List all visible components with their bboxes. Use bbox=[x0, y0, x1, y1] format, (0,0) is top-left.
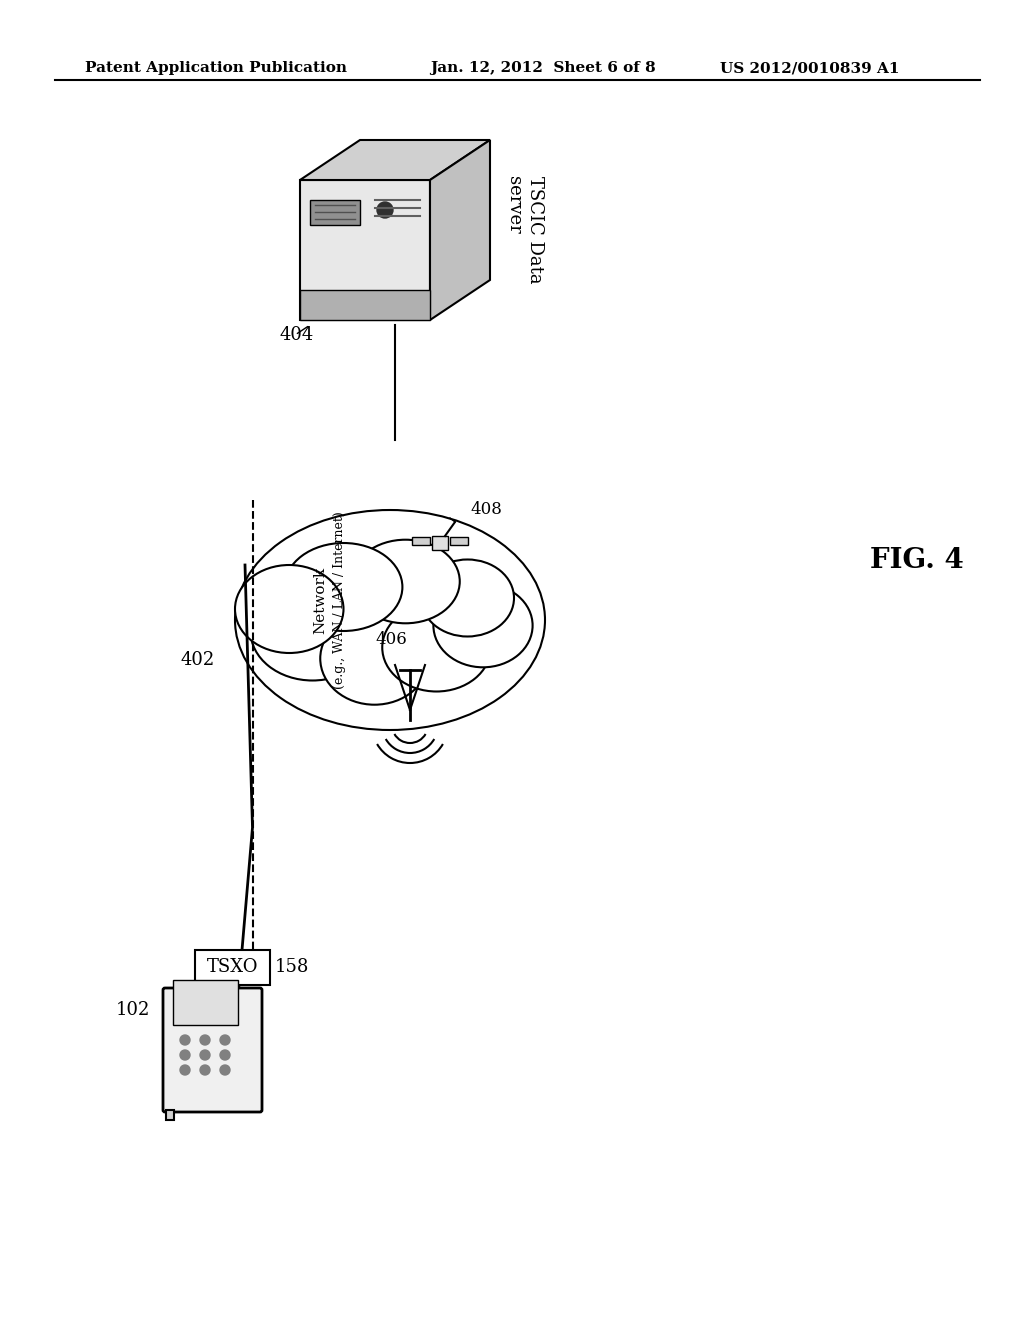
Text: US 2012/0010839 A1: US 2012/0010839 A1 bbox=[720, 61, 899, 75]
Bar bbox=[450, 537, 468, 545]
Polygon shape bbox=[300, 290, 430, 319]
Polygon shape bbox=[300, 180, 430, 319]
Ellipse shape bbox=[234, 565, 343, 653]
Bar bbox=[195, 950, 270, 985]
Bar bbox=[166, 1110, 174, 1119]
Polygon shape bbox=[300, 140, 490, 180]
Text: Jan. 12, 2012  Sheet 6 of 8: Jan. 12, 2012 Sheet 6 of 8 bbox=[430, 61, 655, 75]
Text: TSXO: TSXO bbox=[207, 958, 258, 977]
Text: 408: 408 bbox=[470, 502, 502, 519]
Polygon shape bbox=[310, 201, 360, 224]
Ellipse shape bbox=[382, 603, 490, 692]
Text: (e.g., WAN / LAN / Internet): (e.g., WAN / LAN / Internet) bbox=[334, 511, 346, 689]
Circle shape bbox=[200, 1049, 210, 1060]
Bar bbox=[432, 536, 449, 550]
Circle shape bbox=[220, 1049, 230, 1060]
Circle shape bbox=[220, 1035, 230, 1045]
Text: 404: 404 bbox=[280, 326, 314, 345]
Bar bbox=[173, 979, 238, 1026]
Text: 158: 158 bbox=[275, 958, 309, 977]
Circle shape bbox=[200, 1065, 210, 1074]
Circle shape bbox=[200, 1035, 210, 1045]
Circle shape bbox=[220, 1065, 230, 1074]
Ellipse shape bbox=[234, 510, 545, 730]
Text: FIG. 4: FIG. 4 bbox=[870, 546, 964, 573]
Ellipse shape bbox=[421, 560, 514, 636]
Circle shape bbox=[180, 1035, 190, 1045]
Text: 402: 402 bbox=[181, 651, 215, 669]
Text: Network: Network bbox=[313, 566, 327, 634]
Circle shape bbox=[180, 1065, 190, 1074]
Text: 102: 102 bbox=[116, 1001, 150, 1019]
Circle shape bbox=[180, 1049, 190, 1060]
Ellipse shape bbox=[285, 543, 402, 631]
Ellipse shape bbox=[251, 582, 375, 681]
Polygon shape bbox=[430, 140, 490, 319]
Text: TSCIC Data
server: TSCIC Data server bbox=[505, 176, 544, 284]
Ellipse shape bbox=[351, 540, 460, 623]
Text: Patent Application Publication: Patent Application Publication bbox=[85, 61, 347, 75]
Text: 406: 406 bbox=[375, 631, 407, 648]
Bar bbox=[412, 537, 430, 545]
Ellipse shape bbox=[433, 583, 532, 668]
Circle shape bbox=[377, 202, 393, 218]
FancyBboxPatch shape bbox=[163, 987, 262, 1111]
Ellipse shape bbox=[321, 612, 429, 705]
